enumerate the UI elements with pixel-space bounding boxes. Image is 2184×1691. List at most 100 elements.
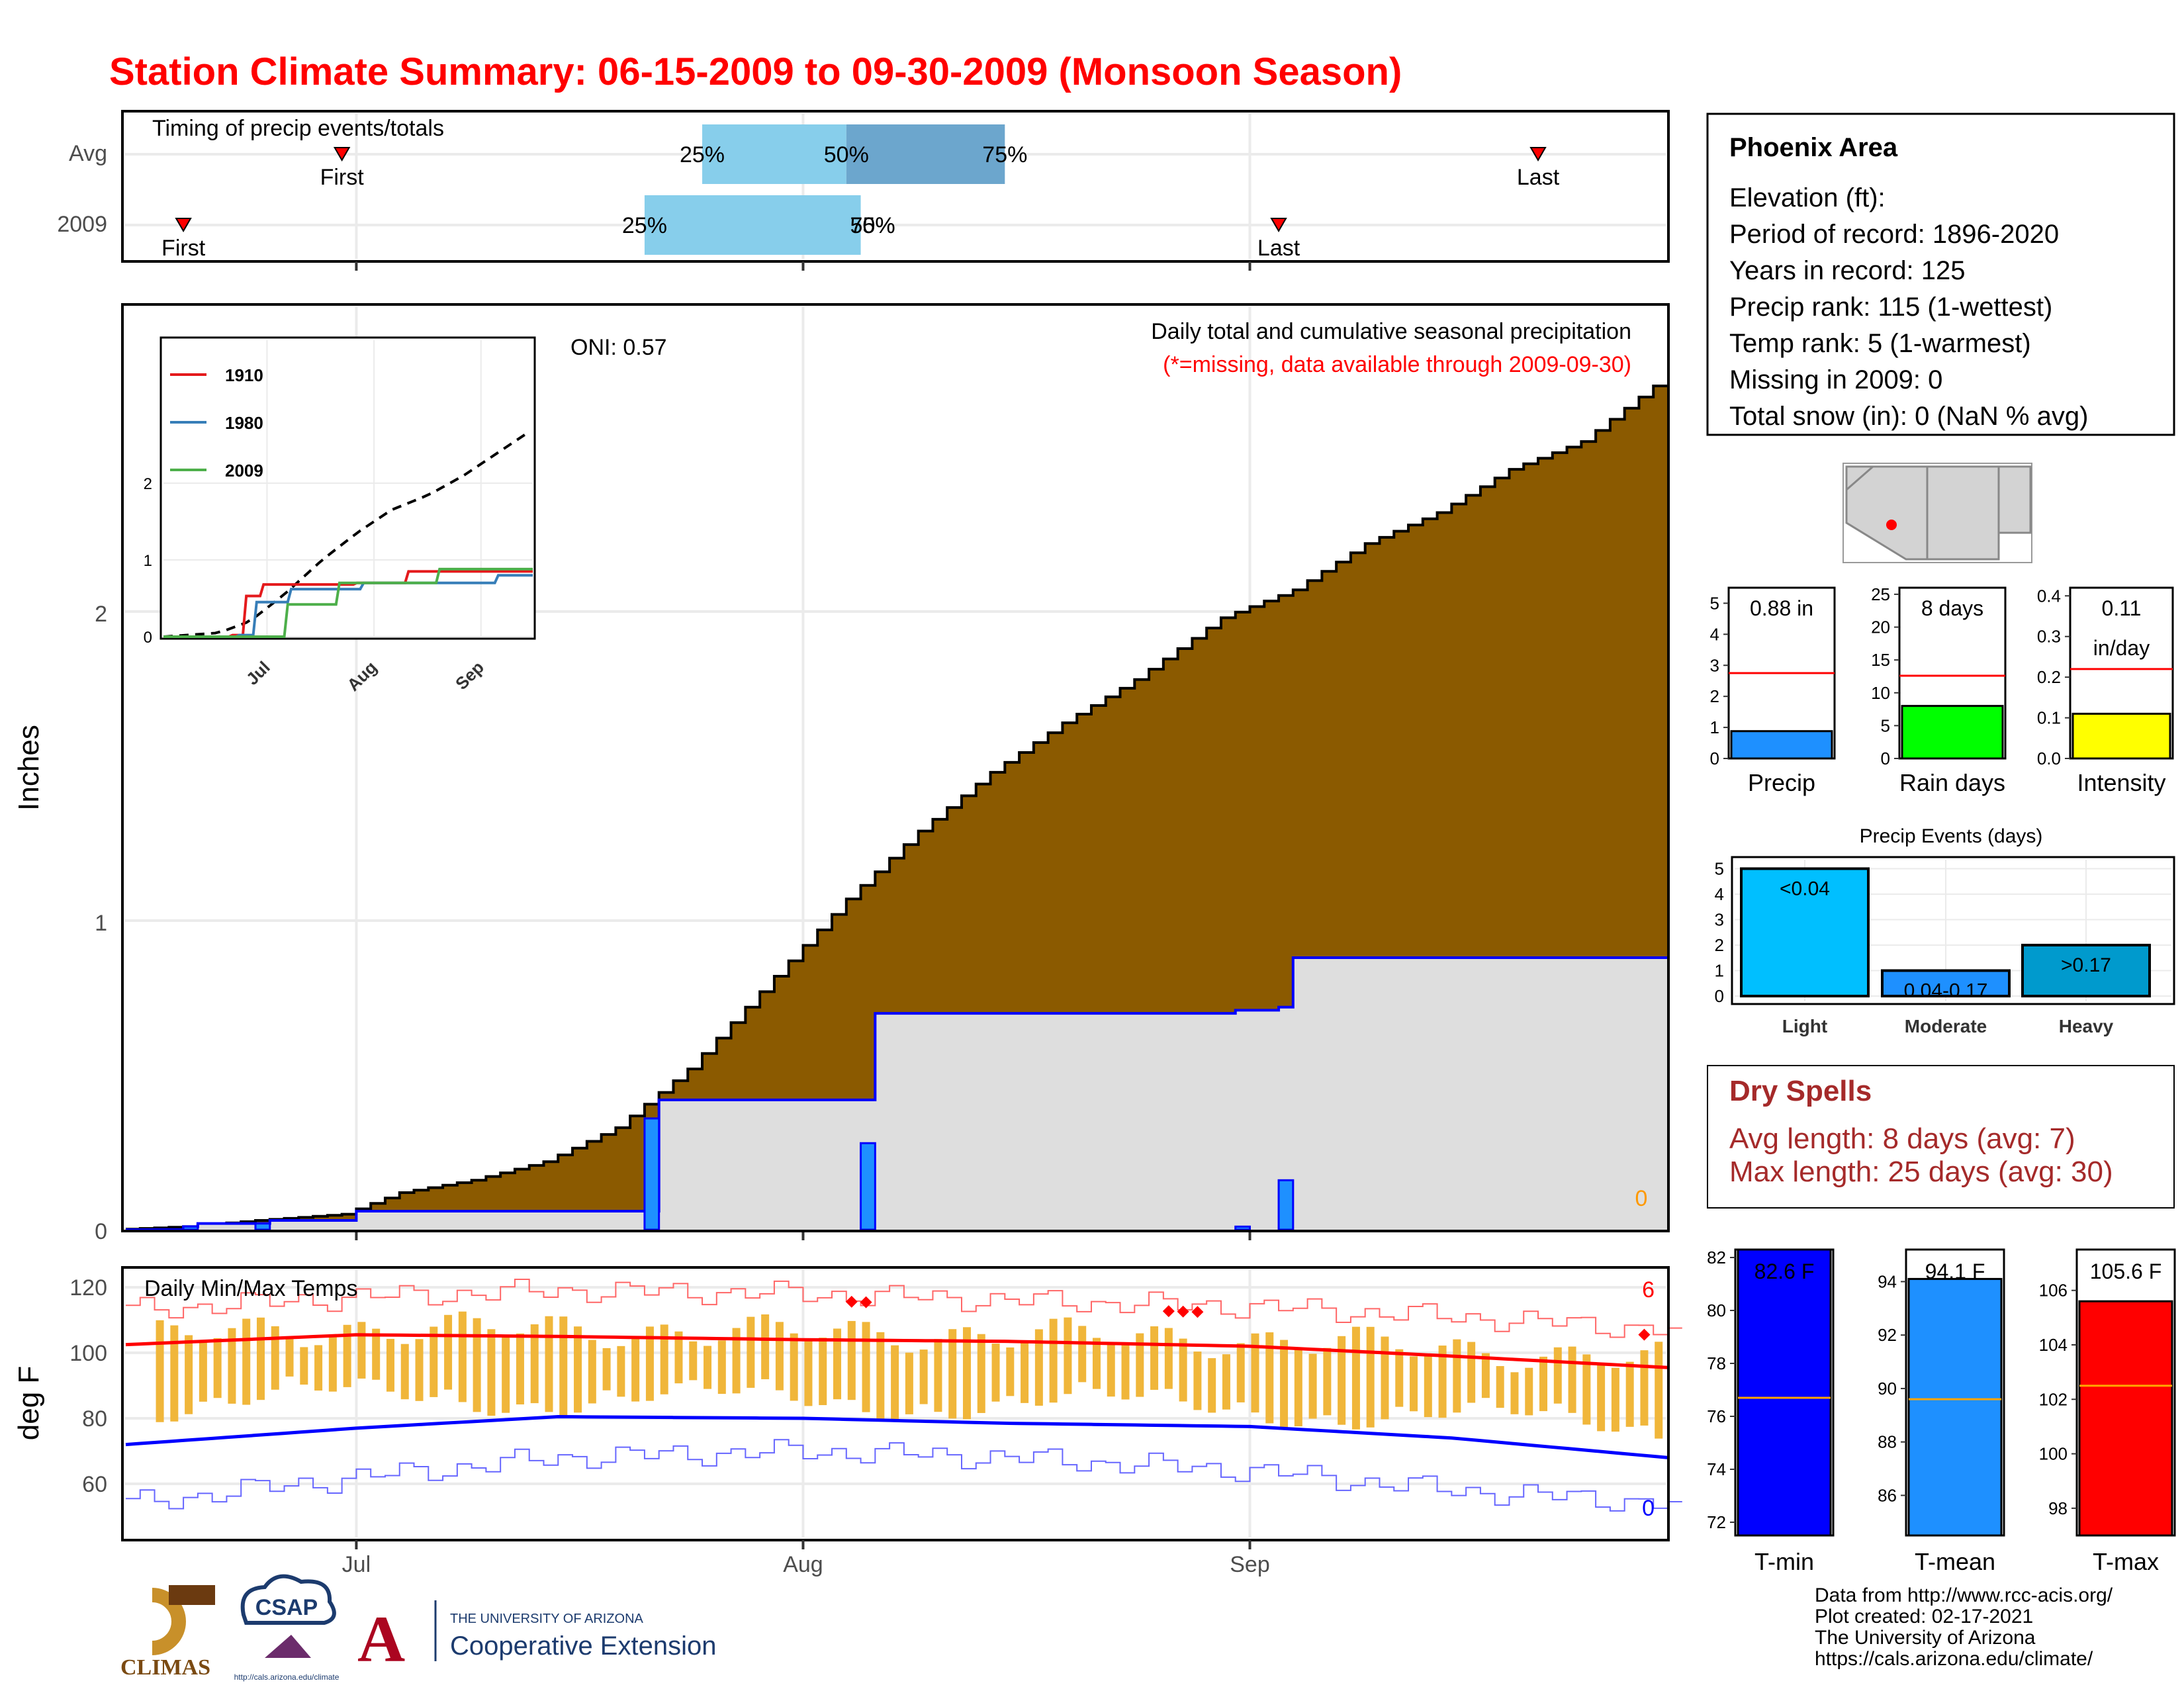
daily-temp-bar-25 xyxy=(487,1329,496,1416)
events-category-1: Moderate xyxy=(1905,1016,1987,1036)
daily-precip-bar-5 xyxy=(1277,1179,1295,1231)
events-bar-0 xyxy=(1740,867,1870,997)
temp-label: Daily Min/Max Temps xyxy=(144,1276,357,1301)
events-bar-label-0: <0.04 xyxy=(1780,878,1830,900)
season-2009-cumulative-area xyxy=(126,958,1668,1230)
daily-temp-bar-94 xyxy=(1481,1353,1490,1398)
inset-legend-label-1980: 1980 xyxy=(225,413,263,433)
daily-temp-bar-38 xyxy=(674,1331,683,1384)
timing-2009-first-label: First xyxy=(161,236,206,261)
timing-avg-first-label: First xyxy=(320,165,365,190)
temp-summary-2-tick-4: 106 xyxy=(2039,1281,2068,1301)
daily-temp-bar-59 xyxy=(977,1334,985,1413)
avg-max-line xyxy=(125,1333,1668,1369)
daily-temp-bar-34 xyxy=(617,1346,625,1397)
daily-temp-bar-18 xyxy=(386,1338,394,1392)
credit-line-2: The University of Arizona xyxy=(1815,1627,2036,1649)
temp-y-tick-2: 100 xyxy=(69,1341,107,1366)
daily-temp-bar-13 xyxy=(314,1345,323,1391)
record-high-line xyxy=(126,1279,1682,1338)
info-line-5: Missing in 2009: 0 xyxy=(1729,365,1942,394)
temp-summary-name-0: T-min xyxy=(1754,1548,1814,1575)
logo-ua-extension: A THE UNIVERSITY OF ARIZONA Cooperative … xyxy=(357,1600,716,1676)
info-line-1: Period of record: 1896-2020 xyxy=(1729,220,2059,249)
timing-2009-p50-label: 50% xyxy=(850,213,895,238)
daily-temp-bar-55 xyxy=(919,1349,928,1404)
precip-y-tick-2: 2 xyxy=(95,602,107,627)
events-category-2: Heavy xyxy=(2059,1016,2114,1036)
daily-temp-bar-50 xyxy=(847,1320,856,1400)
daily-temp-bar-58 xyxy=(962,1327,971,1420)
season-summary-bars: 0 1 2 3 4 5 0.88 in Precip 0 5 10 15 20 25 8 days Rain … xyxy=(1710,584,2174,796)
events-y-tick-1: 1 xyxy=(1715,961,1724,981)
season-2009-cumulative-line xyxy=(126,956,1668,1231)
temp-x-ticks: Jul Aug Sep xyxy=(342,1540,1270,1577)
daily-temp-bar-77 xyxy=(1236,1343,1245,1402)
temp-summary-name-2: T-max xyxy=(2093,1548,2159,1575)
events-bar-1 xyxy=(1881,969,2011,997)
mini-2-tick-3: 0.3 xyxy=(2037,627,2061,647)
daily-temp-bar-5 xyxy=(199,1341,207,1402)
daily-temp-bar-41 xyxy=(717,1340,726,1394)
map-state-new-mexico xyxy=(1926,465,2000,561)
temp-summary-1-tick-1: 88 xyxy=(1878,1432,1897,1452)
daily-temp-bar-60 xyxy=(991,1344,1000,1402)
climas-logo-block xyxy=(169,1585,215,1605)
credit-line-1: Plot created: 02-17-2021 xyxy=(1815,1606,2033,1627)
record-high-count: 6 xyxy=(1642,1277,1655,1303)
timing-avg-last-marker xyxy=(1529,147,1547,161)
mini-2-tick-0: 0.0 xyxy=(2037,749,2061,768)
temp-summary-value-1: 94.1 F xyxy=(1925,1259,1985,1283)
daily-temp-bar-42 xyxy=(732,1328,741,1394)
daily-temp-bar-80 xyxy=(1280,1340,1289,1428)
daily-temp-bar-101 xyxy=(1582,1354,1591,1425)
timing-avg-last-label: Last xyxy=(1517,165,1560,190)
mini-name-2: Intensity xyxy=(2077,769,2165,796)
temp-summary-bar-2 xyxy=(2078,1300,2173,1537)
timing-avg-p75-label: 75% xyxy=(982,142,1027,167)
daily-temp-bar-103 xyxy=(1611,1367,1619,1432)
mini-0-tick-0: 0 xyxy=(1710,749,1719,768)
info-line-2: Years in record: 125 xyxy=(1729,256,1966,285)
daily-temp-bar-91 xyxy=(1438,1346,1447,1418)
mini-0-tick-5: 5 xyxy=(1710,593,1719,613)
mini-0-tick-2: 2 xyxy=(1710,686,1719,706)
precip-panel: Daily total and cumulative seasonal prec… xyxy=(13,261,1670,1244)
events-y-tick-5: 5 xyxy=(1715,859,1724,879)
daily-temp-bar-82 xyxy=(1308,1353,1317,1419)
timing-2009-last-marker xyxy=(1270,218,1287,232)
climas-logo-mark xyxy=(152,1588,186,1655)
temp-marks xyxy=(125,1279,1682,1512)
daily-precip-bar-2 xyxy=(643,1117,660,1231)
daily-temp-bar-26 xyxy=(502,1336,510,1413)
csap-logo-text: CSAP xyxy=(255,1595,318,1620)
daily-temp-bar-49 xyxy=(833,1328,842,1400)
inset-legend-label-2009: 2009 xyxy=(225,461,263,480)
daily-temp-bar-104 xyxy=(1625,1361,1634,1427)
temp-summary-0-tick-2: 76 xyxy=(1707,1406,1726,1426)
events-y-tick-3: 3 xyxy=(1715,910,1724,930)
inset-legend: 1910 1980 2009 xyxy=(170,365,263,480)
record-high-marker-0 xyxy=(845,1295,858,1308)
daily-temp-bar-63 xyxy=(1034,1329,1043,1406)
daily-temp-bar-29 xyxy=(545,1316,553,1412)
temp-y-tick-3: 120 xyxy=(69,1275,107,1301)
inset-y-tick-0: 0 xyxy=(144,629,152,647)
temp-summary-1-tick-0: 86 xyxy=(1878,1485,1897,1505)
daily-temp-bar-44 xyxy=(761,1314,770,1379)
daily-temp-bar-46 xyxy=(790,1333,798,1401)
daily-temp-bar-35 xyxy=(631,1336,640,1402)
dry-spells-frame xyxy=(1707,1065,2175,1209)
daily-temp-bar-51 xyxy=(862,1322,870,1412)
timing-row-avg: Avg xyxy=(69,141,107,166)
daily-temp-bar-12 xyxy=(300,1347,308,1385)
daily-temp-bar-89 xyxy=(1410,1356,1418,1412)
daily-temp-bar-100 xyxy=(1568,1346,1576,1413)
temp-y-tick-1: 80 xyxy=(82,1406,107,1432)
daily-precip-bar-4 xyxy=(1234,1225,1251,1231)
daily-temp-bar-6 xyxy=(213,1338,222,1398)
figure-title: Station Climate Summary: 06-15-2009 to 0… xyxy=(109,50,1402,93)
info-line-3: Precip rank: 115 (1-wettest) xyxy=(1729,293,2052,322)
